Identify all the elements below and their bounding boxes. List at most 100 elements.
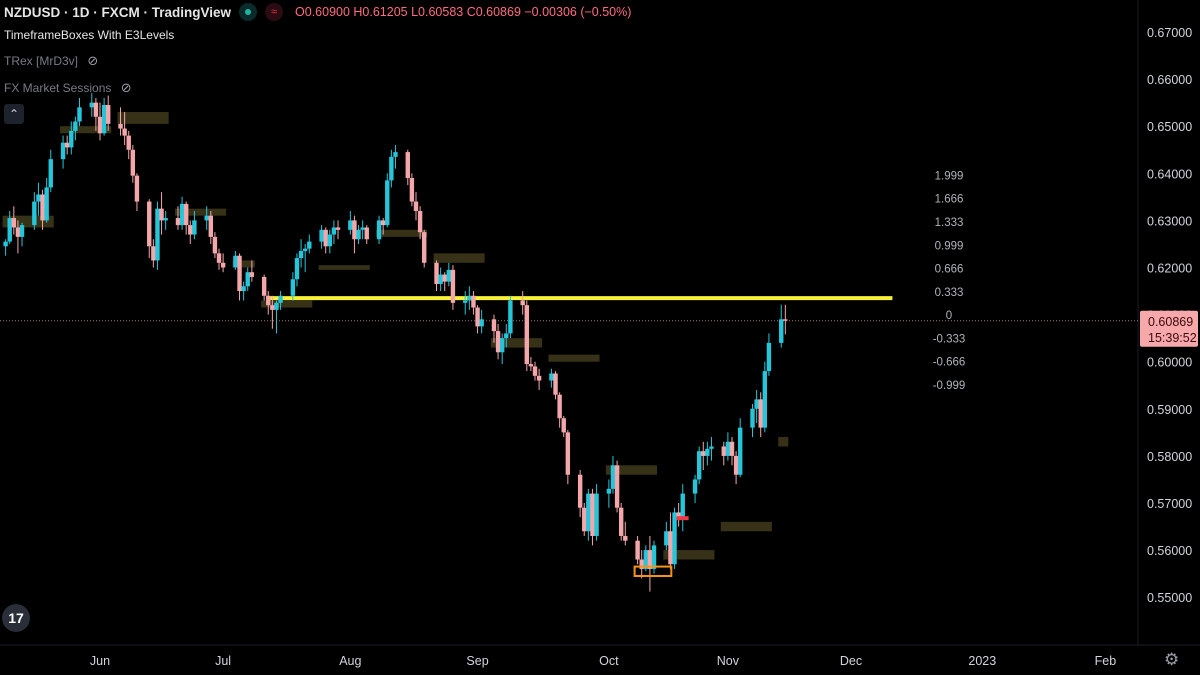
candle-body <box>413 201 419 211</box>
eye-off-icon[interactable]: ⊘ <box>120 80 132 95</box>
indicator-timeframe-boxes[interactable]: TimeframeBoxes With E3Levels <box>4 28 174 42</box>
candle-body <box>220 262 226 268</box>
candle-body <box>614 465 620 508</box>
y-tick-label: 0.56000 <box>1147 544 1192 558</box>
candle-body <box>159 208 164 221</box>
x-tick-label: Nov <box>717 654 740 668</box>
x-tick-label: Dec <box>840 654 862 668</box>
indicator-label: FX Market Sessions <box>4 81 112 95</box>
candle-body <box>352 220 357 240</box>
candle-body <box>491 319 497 332</box>
candle-body <box>762 371 768 428</box>
candle-body <box>639 559 644 569</box>
indicator-fx-sessions[interactable]: FX Market Sessions ⊘ <box>4 80 132 96</box>
candle-body <box>151 246 156 261</box>
candle-body <box>249 272 255 277</box>
gear-icon[interactable]: ⚙ <box>1164 650 1180 669</box>
candle-body <box>664 531 669 546</box>
candle-body <box>290 279 296 296</box>
candle-body <box>594 493 599 536</box>
candle-body <box>672 512 677 565</box>
candle-body <box>274 302 279 310</box>
candle-body <box>709 446 714 449</box>
candle-body <box>721 446 726 456</box>
candle-body <box>434 262 439 284</box>
candle-body <box>380 220 386 226</box>
low-box-marker <box>633 565 673 578</box>
y-tick-label: 0.63000 <box>1147 214 1192 228</box>
candle-body <box>69 130 74 148</box>
y-tick-label: 0.66000 <box>1147 73 1192 87</box>
candle-body <box>155 208 160 261</box>
candle-body <box>586 493 591 532</box>
candle-body <box>261 276 267 296</box>
candle-body <box>520 300 525 306</box>
candle-body <box>245 272 250 287</box>
e3-band <box>778 437 789 447</box>
alert-icon[interactable]: ≈ <box>265 3 284 21</box>
candle-body <box>348 220 353 230</box>
candle-body <box>118 123 123 129</box>
candle-body <box>618 507 624 536</box>
eye-off-icon[interactable]: ⊘ <box>87 53 99 68</box>
e3-level-label: -0.999 <box>933 380 966 392</box>
last-price-label-bg <box>1140 310 1198 347</box>
e3-level-label: -0.333 <box>933 334 966 346</box>
candle-body <box>737 427 743 475</box>
e3-band <box>232 260 255 268</box>
candle-body <box>335 227 341 230</box>
candle-body <box>183 203 189 226</box>
candle-body <box>327 234 333 247</box>
e3-level-label: 1.999 <box>935 171 964 183</box>
candle-body <box>179 203 185 226</box>
market-status-icon[interactable] <box>239 3 258 21</box>
candle-body <box>623 535 628 541</box>
candle-body <box>705 448 710 456</box>
candle-body <box>212 236 218 254</box>
candle-body <box>676 512 681 518</box>
candle-body <box>565 432 571 475</box>
candle-body <box>40 194 45 221</box>
candle-body <box>635 540 640 560</box>
candle-body <box>134 175 140 202</box>
candle-body <box>504 333 509 339</box>
candle-body <box>19 225 25 237</box>
candle-body <box>508 300 513 334</box>
x-tick-label: Oct <box>599 654 619 668</box>
tradingview-logo-icon[interactable]: 17 <box>2 604 30 632</box>
candle-body <box>356 229 361 240</box>
candle-body <box>294 258 300 280</box>
e3-band <box>2 215 54 228</box>
candle-body <box>590 493 595 536</box>
candle-body <box>163 218 168 221</box>
ohlc-readout: O0.60900 H0.61205 L0.60583 C0.60869 −0.0… <box>295 5 632 19</box>
candle-body <box>216 253 222 263</box>
candle-body <box>417 210 423 233</box>
candle-body <box>130 149 136 176</box>
symbol-title[interactable]: NZDUSD · 1D · FXCM · TradingView <box>4 4 232 20</box>
y-tick-label: 0.59000 <box>1147 403 1192 417</box>
candle-body <box>606 488 612 494</box>
e3-level-label: 1.666 <box>935 194 964 206</box>
candle-body <box>438 274 443 284</box>
e3-band <box>174 208 227 216</box>
candle-body <box>549 373 554 381</box>
candle-body <box>147 201 152 247</box>
x-tick-label: Sep <box>466 654 488 668</box>
last-price-label: 0.60869 <box>1148 315 1193 329</box>
candle-body <box>389 156 394 181</box>
e3-level-label: -0.666 <box>933 357 966 369</box>
countdown-label: 15:39:52 <box>1148 331 1197 345</box>
candle-body <box>754 399 759 409</box>
e3-band <box>433 253 485 263</box>
candle-body <box>536 375 542 381</box>
x-tick-label: Feb <box>1095 654 1117 668</box>
candle-body <box>758 399 763 428</box>
chevron-up-icon[interactable]: ⌃ <box>4 104 24 124</box>
candle-body <box>241 286 246 292</box>
candle-body <box>766 342 772 372</box>
indicator-trex[interactable]: TRex [MrD3v] ⊘ <box>4 53 98 69</box>
candle-body <box>208 215 214 237</box>
